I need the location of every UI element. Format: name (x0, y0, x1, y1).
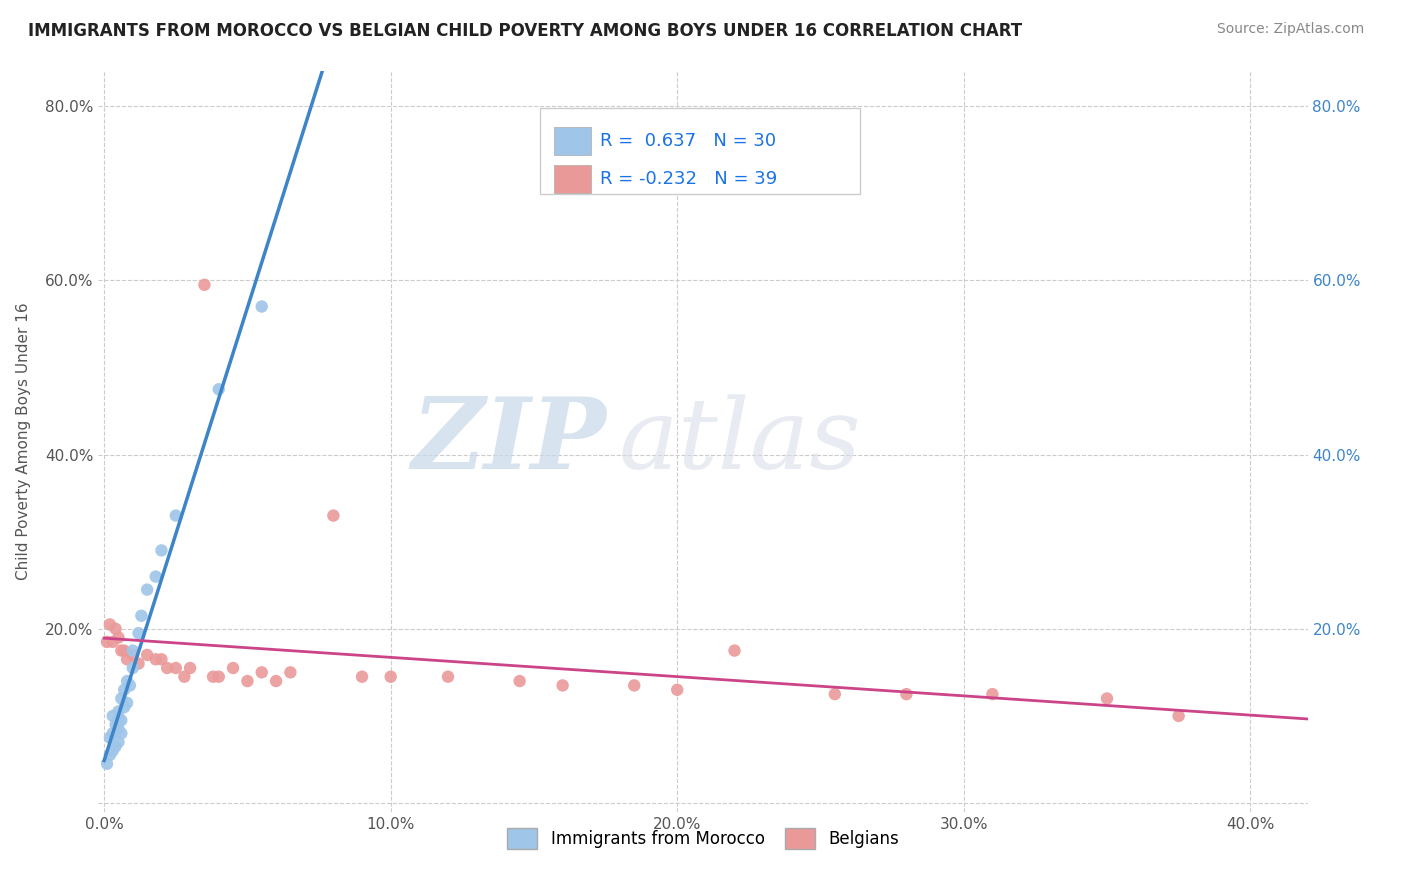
Point (1095, 691, 1118, 706)
Point (150, 543, 173, 558)
Point (666, 682, 689, 697)
Text: R = -0.232   N = 39: R = -0.232 N = 39 (600, 170, 778, 188)
Point (107, 705, 129, 719)
Point (551, 678, 574, 692)
Point (264, 674, 287, 689)
Point (202, 670, 225, 684)
FancyBboxPatch shape (554, 165, 591, 193)
Point (509, 674, 531, 689)
Point (156, 661, 179, 675)
Point (98, 748, 121, 763)
Point (104, 717, 127, 731)
Point (98, 617, 121, 632)
Point (110, 691, 132, 706)
Point (145, 569, 167, 583)
Legend: Immigrants from Morocco, Belgians: Immigrants from Morocco, Belgians (501, 822, 905, 855)
Point (121, 661, 143, 675)
Point (107, 631, 129, 645)
Point (981, 687, 1004, 701)
Point (101, 744, 124, 758)
Point (107, 713, 129, 727)
Point (101, 709, 124, 723)
Text: ZIP: ZIP (412, 393, 606, 490)
Point (110, 643, 132, 657)
Point (101, 635, 124, 649)
Point (250, 665, 273, 680)
Point (121, 643, 143, 657)
Point (173, 670, 195, 684)
Point (208, 670, 231, 684)
Point (96, 635, 118, 649)
Point (236, 674, 259, 689)
Point (128, 626, 150, 640)
Point (110, 713, 132, 727)
Point (107, 735, 129, 749)
Text: Source: ZipAtlas.com: Source: ZipAtlas.com (1216, 22, 1364, 37)
Point (193, 277, 215, 292)
Text: atlas: atlas (619, 394, 860, 489)
Point (112, 643, 135, 657)
Point (110, 726, 132, 740)
Point (128, 657, 150, 671)
Point (250, 300, 273, 314)
Point (136, 582, 159, 597)
Point (208, 382, 231, 396)
Y-axis label: Child Poverty Among Boys Under 16: Child Poverty Among Boys Under 16 (17, 302, 31, 581)
Point (1167, 709, 1189, 723)
Text: IMMIGRANTS FROM MOROCCO VS BELGIAN CHILD POVERTY AMONG BOYS UNDER 16 CORRELATION: IMMIGRANTS FROM MOROCCO VS BELGIAN CHILD… (28, 22, 1022, 40)
Point (98, 731, 121, 745)
Point (896, 687, 918, 701)
FancyBboxPatch shape (554, 127, 591, 155)
Point (121, 648, 143, 662)
Point (101, 726, 124, 740)
Point (179, 661, 201, 675)
Point (150, 652, 173, 666)
Point (115, 674, 138, 689)
Point (350, 670, 373, 684)
Point (136, 648, 159, 662)
Point (723, 643, 745, 657)
Point (824, 687, 846, 701)
Point (104, 622, 127, 636)
Point (437, 670, 460, 684)
Point (112, 700, 135, 714)
Point (165, 661, 187, 675)
Point (145, 652, 167, 666)
Point (96, 756, 118, 771)
Point (380, 670, 402, 684)
Point (322, 508, 344, 523)
Point (112, 682, 135, 697)
Point (131, 608, 153, 623)
Point (115, 652, 138, 666)
Point (280, 665, 302, 680)
FancyBboxPatch shape (540, 109, 860, 194)
Point (222, 661, 245, 675)
Point (118, 678, 141, 692)
Point (623, 678, 645, 692)
Text: R =  0.637   N = 30: R = 0.637 N = 30 (600, 132, 776, 150)
Point (104, 739, 127, 754)
Point (165, 508, 187, 523)
Point (115, 696, 138, 710)
Point (107, 722, 129, 736)
